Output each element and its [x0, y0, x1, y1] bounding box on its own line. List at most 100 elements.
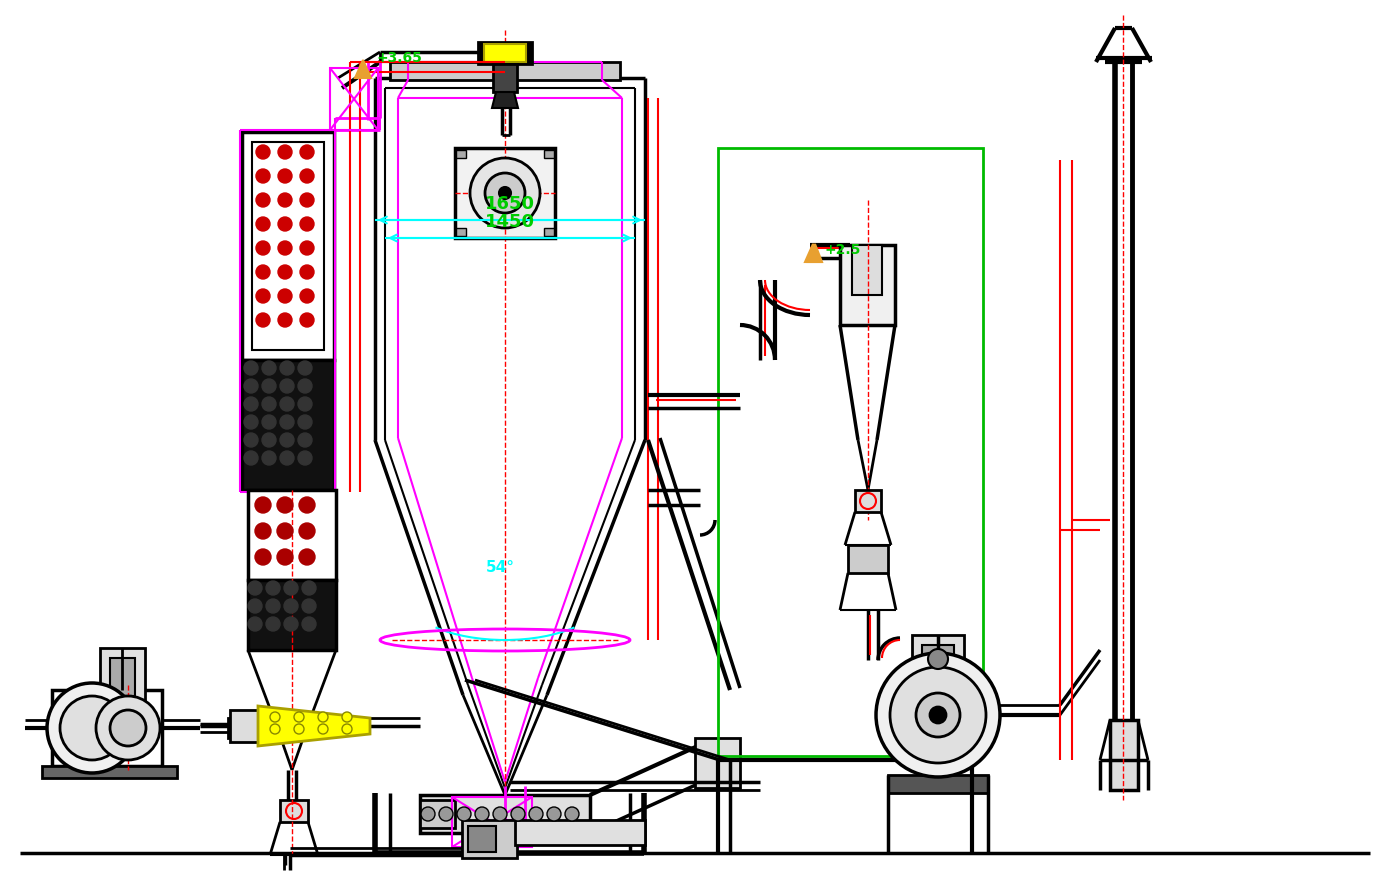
Circle shape — [277, 193, 291, 207]
Circle shape — [298, 397, 312, 411]
Circle shape — [342, 724, 353, 734]
Circle shape — [277, 497, 293, 513]
Bar — [461, 820, 517, 858]
Circle shape — [284, 617, 298, 631]
Bar — [52, 690, 162, 766]
Polygon shape — [258, 706, 369, 746]
Circle shape — [298, 379, 312, 393]
Circle shape — [96, 696, 160, 760]
Circle shape — [277, 145, 291, 159]
Circle shape — [256, 193, 270, 207]
Bar — [420, 800, 454, 828]
Text: 1650: 1650 — [485, 195, 535, 213]
Circle shape — [280, 361, 294, 375]
Polygon shape — [804, 244, 821, 262]
Circle shape — [284, 581, 298, 595]
Circle shape — [244, 379, 258, 393]
Circle shape — [262, 379, 276, 393]
Circle shape — [262, 451, 276, 465]
Circle shape — [457, 807, 471, 821]
Circle shape — [930, 707, 947, 723]
Bar — [456, 150, 466, 158]
Circle shape — [302, 599, 316, 613]
Circle shape — [256, 217, 270, 231]
Circle shape — [262, 397, 276, 411]
Bar — [42, 766, 177, 778]
Bar — [848, 545, 888, 573]
Circle shape — [280, 379, 294, 393]
Circle shape — [546, 807, 560, 821]
Circle shape — [244, 433, 258, 447]
Circle shape — [256, 169, 270, 183]
Circle shape — [244, 451, 258, 465]
Bar — [468, 826, 496, 852]
Bar — [544, 150, 553, 158]
Bar — [248, 580, 336, 650]
Circle shape — [255, 497, 270, 513]
Bar — [544, 228, 553, 236]
Bar — [921, 645, 953, 673]
Circle shape — [499, 187, 512, 199]
Bar — [484, 44, 526, 62]
Circle shape — [298, 451, 312, 465]
Circle shape — [262, 433, 276, 447]
Circle shape — [280, 397, 294, 411]
Circle shape — [248, 599, 262, 613]
Circle shape — [512, 807, 526, 821]
Bar — [888, 775, 988, 793]
Circle shape — [300, 265, 314, 279]
Circle shape — [277, 523, 293, 539]
Circle shape — [300, 217, 314, 231]
Circle shape — [565, 807, 579, 821]
Circle shape — [300, 313, 314, 327]
Circle shape — [277, 217, 291, 231]
Circle shape — [256, 241, 270, 255]
Circle shape — [277, 313, 291, 327]
Circle shape — [255, 523, 270, 539]
Circle shape — [298, 361, 312, 375]
Circle shape — [47, 683, 137, 773]
Circle shape — [248, 617, 262, 631]
Circle shape — [270, 724, 280, 734]
Circle shape — [270, 712, 280, 722]
Circle shape — [318, 712, 328, 722]
Bar — [855, 490, 881, 512]
Bar — [110, 658, 135, 696]
Circle shape — [421, 807, 435, 821]
Circle shape — [244, 397, 258, 411]
Bar — [420, 795, 590, 833]
Text: +3.65: +3.65 — [376, 51, 422, 65]
Circle shape — [266, 599, 280, 613]
Circle shape — [256, 265, 270, 279]
Circle shape — [342, 712, 353, 722]
Circle shape — [255, 549, 270, 565]
Bar — [280, 800, 308, 822]
Circle shape — [244, 415, 258, 429]
Text: +2.5: +2.5 — [825, 243, 861, 257]
Circle shape — [298, 549, 315, 565]
Circle shape — [300, 193, 314, 207]
Circle shape — [875, 653, 999, 777]
Circle shape — [298, 523, 315, 539]
Bar — [478, 42, 533, 64]
Circle shape — [280, 433, 294, 447]
Circle shape — [493, 807, 507, 821]
Circle shape — [439, 807, 453, 821]
Bar — [1110, 720, 1138, 790]
Circle shape — [277, 169, 291, 183]
Circle shape — [485, 173, 526, 213]
Circle shape — [470, 158, 539, 228]
Text: 1450: 1450 — [485, 213, 535, 231]
Bar — [928, 710, 948, 720]
Circle shape — [300, 241, 314, 255]
Bar — [852, 245, 882, 295]
Circle shape — [916, 693, 960, 737]
Bar — [100, 648, 145, 706]
Bar — [452, 797, 533, 847]
Bar — [493, 64, 517, 92]
Circle shape — [300, 289, 314, 303]
Polygon shape — [492, 92, 519, 108]
Circle shape — [300, 145, 314, 159]
Bar — [841, 245, 895, 325]
Polygon shape — [809, 244, 822, 262]
